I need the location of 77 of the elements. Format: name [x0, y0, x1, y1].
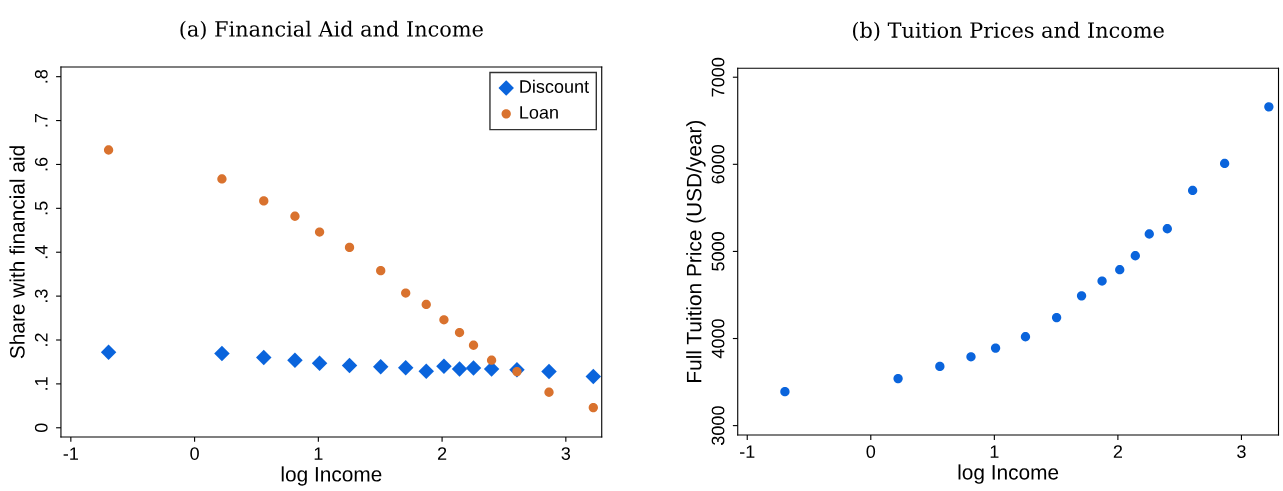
y-tick-label: .6 — [34, 157, 48, 171]
y-axis-title: Full Tuition Price (USD/year) — [686, 120, 706, 382]
y-tick-label: .8 — [34, 69, 48, 83]
y-tick-label: .5 — [35, 201, 48, 215]
legend-label: Loan — [520, 106, 558, 119]
x-axis-title: log Income — [958, 464, 1059, 484]
point — [1219, 158, 1230, 169]
y-tick-label: 3000 — [711, 406, 725, 446]
y-tick-label: .1 — [35, 377, 48, 390]
y-tick-label: .2 — [34, 333, 48, 346]
point — [217, 174, 227, 184]
y-tick-label: 4000 — [711, 319, 725, 359]
x-tick-label: 2 — [1113, 445, 1123, 458]
point — [454, 327, 465, 338]
point — [1162, 224, 1172, 234]
point — [1264, 102, 1274, 112]
point — [103, 145, 114, 155]
point — [1115, 265, 1125, 275]
point — [1020, 332, 1031, 342]
point — [1051, 312, 1062, 323]
point — [1187, 185, 1198, 196]
point — [376, 266, 386, 276]
point — [436, 358, 452, 375]
chart-title: (b) Tuition Prices and Income — [853, 21, 1164, 41]
x-tick-label: 1 — [314, 447, 323, 460]
point — [100, 344, 117, 361]
point — [421, 299, 431, 310]
y-tick-label: .3 — [34, 289, 48, 302]
x-tick-label: -1 — [740, 445, 755, 458]
point — [541, 363, 557, 380]
y-tick-label: .4 — [35, 245, 48, 259]
point — [486, 355, 497, 365]
point — [780, 386, 790, 397]
point — [397, 359, 414, 376]
point — [418, 363, 434, 379]
point — [451, 361, 468, 377]
chart-title: (a) Financial Aid and Income — [180, 20, 483, 40]
point — [311, 355, 328, 371]
point — [290, 211, 300, 221]
y-axis-title: Share with financial aid — [9, 146, 25, 359]
x-tick-label: 2 — [437, 447, 447, 460]
y-tick-label: 7000 — [711, 57, 725, 97]
x-tick-label: 0 — [190, 447, 199, 460]
point — [344, 242, 355, 253]
point — [1076, 291, 1087, 301]
point — [1097, 276, 1107, 286]
y-tick-label: .7 — [35, 113, 48, 127]
point — [1130, 251, 1140, 261]
point — [287, 352, 303, 368]
point — [314, 227, 325, 237]
point — [935, 361, 945, 372]
x-axis-title: log Income — [281, 466, 382, 486]
point — [256, 349, 272, 366]
point — [893, 373, 903, 384]
point — [214, 345, 230, 362]
point — [585, 368, 602, 385]
y-tick-label: 6000 — [711, 144, 725, 184]
point — [1144, 229, 1154, 239]
x-tick-label: 0 — [866, 445, 876, 459]
x-tick-label: 3 — [561, 447, 571, 460]
point — [401, 288, 411, 298]
x-tick-label: 3 — [1237, 445, 1246, 459]
x-tick-label: -1 — [63, 447, 78, 460]
x-tick-label: 1 — [990, 445, 999, 458]
point — [966, 352, 976, 362]
point — [341, 357, 358, 374]
point — [259, 196, 269, 206]
y-tick-label: 5000 — [711, 232, 725, 271]
point — [465, 360, 482, 376]
point — [544, 387, 554, 397]
legend-label: Discount — [520, 79, 589, 93]
point — [468, 340, 479, 350]
point — [372, 359, 389, 375]
y-tick-label: 0 — [34, 423, 48, 433]
point — [588, 402, 598, 413]
point — [439, 315, 449, 325]
point — [990, 343, 1001, 353]
